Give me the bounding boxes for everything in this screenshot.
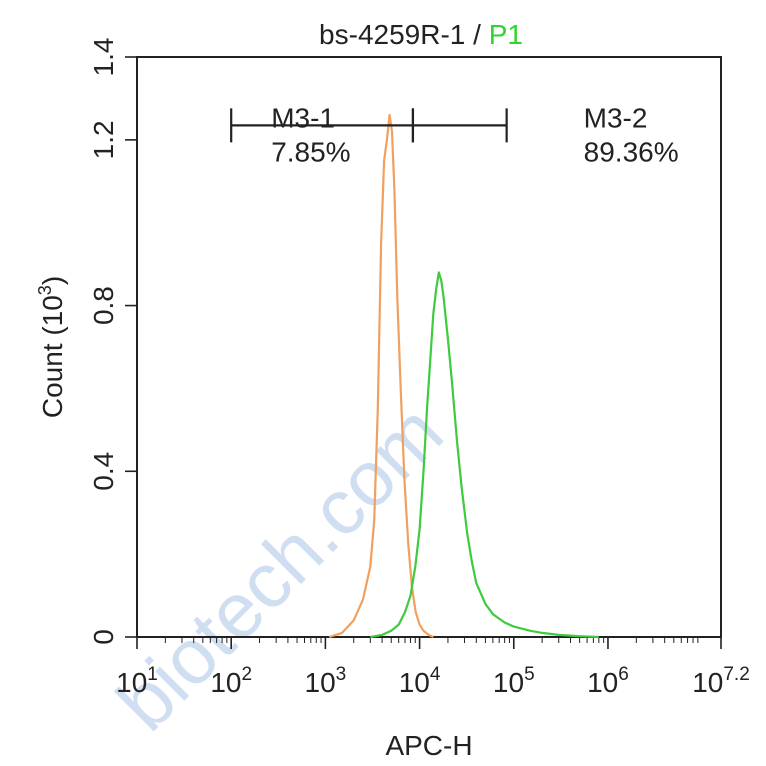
gate-percent-label: 7.85% — [271, 136, 350, 167]
x-tick-label: 101 — [116, 664, 158, 698]
x-tick-label: 104 — [399, 664, 441, 698]
gate-percent-label: 89.36% — [584, 136, 679, 167]
y-axis: 0 0.4 0.8 1.2 1.4 — [88, 38, 137, 645]
x-tick-label: 102 — [210, 664, 252, 698]
x-axis-label: APC-H — [385, 730, 472, 761]
x-tick-label: 107.2 — [692, 664, 750, 698]
y-axis-label: Count (103) — [35, 276, 68, 418]
x-tick-label: 105 — [493, 664, 535, 698]
plot-frame — [136, 56, 722, 638]
sample-histogram-line — [370, 271, 599, 639]
x-axis: 101 102 103 104 105 106 107.2 — [116, 637, 750, 698]
y-tick-label: 0 — [88, 629, 119, 645]
y-tick-label: 0.8 — [88, 286, 119, 325]
y-axis-label-suffix: ) — [37, 276, 68, 285]
x-axis-minor-ticks — [164, 637, 699, 643]
gate-layer: M3-17.85% M3-289.36% — [230, 102, 679, 167]
y-tick-label: 1.4 — [88, 38, 119, 77]
y-tick-label: 0.4 — [88, 452, 119, 491]
gate-name-label: M3-2 — [584, 102, 648, 133]
series-layer — [328, 113, 599, 639]
chart-title: bs-4259R-1 / P1 — [319, 19, 523, 50]
chart-title-highlight: P1 — [489, 19, 523, 50]
y-tick-label: 1.2 — [88, 120, 119, 159]
control-histogram-line — [328, 113, 434, 639]
x-tick-label: 103 — [305, 664, 347, 698]
y-axis-label-exponent: 3 — [35, 285, 55, 295]
chart-title-prefix: bs-4259R-1 / — [319, 19, 489, 50]
x-tick-label: 106 — [587, 664, 629, 698]
gate-name-label: M3-1 — [271, 102, 335, 133]
